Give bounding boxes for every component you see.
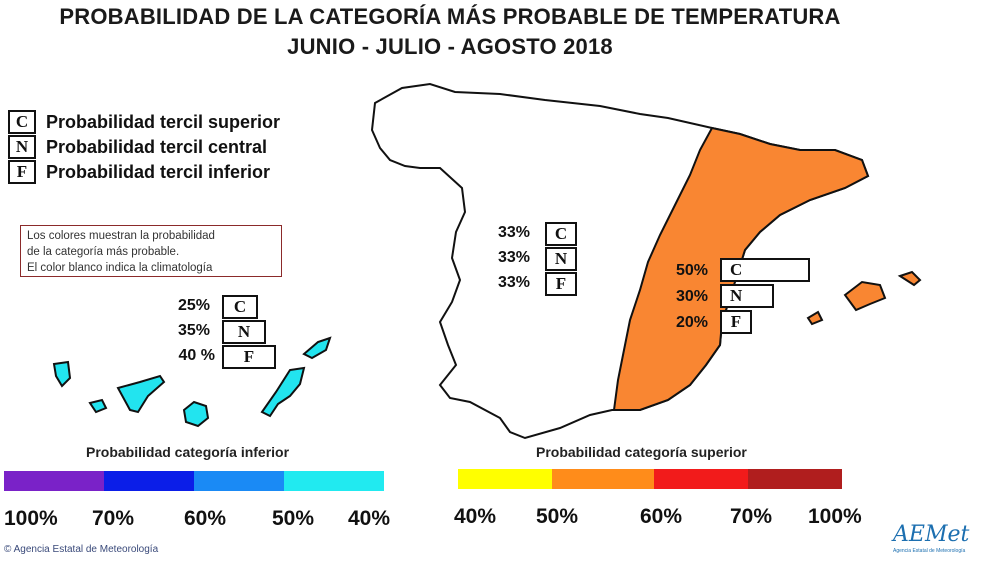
legend-label-superior: Probabilidad tercil superior (46, 111, 281, 132)
canarias-pct-f: 40 % (178, 347, 215, 364)
legend-label-inferior: Probabilidad tercil inferior (46, 161, 271, 182)
canarias-pct-n: 35% (177, 322, 210, 339)
scale-superior-seg-2 (552, 469, 654, 489)
balearic-mallorca (843, 280, 887, 312)
scale-inferior-seg-4 (284, 471, 384, 491)
aemet-logo: AEMet (893, 522, 970, 547)
canarias-box-c: C (222, 295, 258, 319)
scale-superior-tick: 60% (640, 505, 683, 528)
balearic-menorca (897, 270, 922, 287)
east-pct-f: 20% (675, 314, 708, 331)
west-box-n: N (545, 247, 577, 271)
legend-code-f: F (8, 160, 36, 184)
scale-superior-seg-1 (458, 469, 552, 489)
east-box-f: F (720, 310, 752, 334)
west-pct-c: 33% (497, 224, 530, 241)
map-title: PROBABILIDAD DE LA CATEGORÍA MÁS PROBABL… (59, 4, 841, 29)
legend-row-central: N Probabilidad tercil central (8, 135, 267, 159)
west-pct-f: 33% (497, 274, 530, 291)
note-line-3: El color blanco indica la climatología (27, 262, 213, 274)
scale-inferior-title: Probabilidad categoría inferior (86, 444, 290, 460)
scale-inferior-tick: 50% (272, 507, 315, 530)
agency-credit: © Agencia Estatal de Meteorología (4, 544, 158, 555)
scale-superior-seg-3 (654, 469, 748, 489)
canarias-pct-c: 25% (177, 297, 210, 314)
legend-code-n: N (8, 135, 36, 159)
canary-gomera (88, 398, 108, 414)
east-pct-n: 30% (675, 288, 708, 305)
copyright-icon: © (4, 544, 12, 555)
west-box-f: F (545, 272, 577, 296)
east-box-n: N (720, 284, 774, 308)
agency-credit-text: Agencia Estatal de Meteorología (13, 544, 159, 555)
scale-superior-ticks: 40% 50% 60% 70% 100% (440, 505, 880, 533)
scale-superior-bar (458, 469, 842, 489)
legend-row-superior: C Probabilidad tercil superior (8, 110, 280, 134)
east-pct-c: 50% (675, 262, 708, 279)
scale-inferior-tick: 70% (92, 507, 135, 530)
legend-label-central: Probabilidad tercil central (46, 136, 268, 157)
peninsula-east-region (612, 126, 870, 411)
legend-code-c: C (8, 110, 36, 134)
scale-inferior-tick: 100% (4, 507, 58, 530)
scale-inferior-ticks: 100% 70% 60% 50% 40% (0, 507, 420, 535)
scale-inferior-seg-2 (104, 471, 194, 491)
canary-fuerteventura (260, 366, 306, 418)
note-line-1: Los colores muestran la probabilidad (27, 230, 215, 242)
scale-superior-tick: 100% (808, 505, 862, 528)
scale-inferior-tick: 40% (348, 507, 391, 530)
scale-superior-tick: 50% (536, 505, 579, 528)
scale-inferior-bar (4, 471, 384, 491)
west-pct-n: 33% (497, 249, 530, 266)
canary-tenerife (116, 374, 166, 414)
scale-superior-seg-4 (748, 469, 842, 489)
note-line-2: de la categoría más probable. (27, 246, 180, 258)
west-box-c: C (545, 222, 577, 246)
color-note: Los colores muestran la probabilidad de … (20, 225, 282, 277)
map-subtitle: JUNIO - JULIO - AGOSTO 2018 (287, 34, 613, 59)
canary-lapalma (52, 360, 72, 388)
canarias-box-n: N (222, 320, 266, 344)
canary-lanzarote (302, 336, 332, 360)
aemet-logo-subtitle: Agencia Estatal de Meteorología (893, 548, 966, 554)
scale-inferior-tick: 60% (184, 507, 227, 530)
canary-grancanaria (182, 400, 210, 428)
scale-superior-tick: 70% (730, 505, 773, 528)
legend-row-inferior: F Probabilidad tercil inferior (8, 160, 270, 184)
scale-superior-title: Probabilidad categoría superior (536, 444, 747, 460)
scale-superior-tick: 40% (454, 505, 497, 528)
east-box-c: C (720, 258, 810, 282)
scale-inferior-seg-1 (4, 471, 104, 491)
balearic-ibiza (806, 310, 824, 326)
scale-inferior-seg-3 (194, 471, 284, 491)
canarias-box-f: F (222, 345, 276, 369)
